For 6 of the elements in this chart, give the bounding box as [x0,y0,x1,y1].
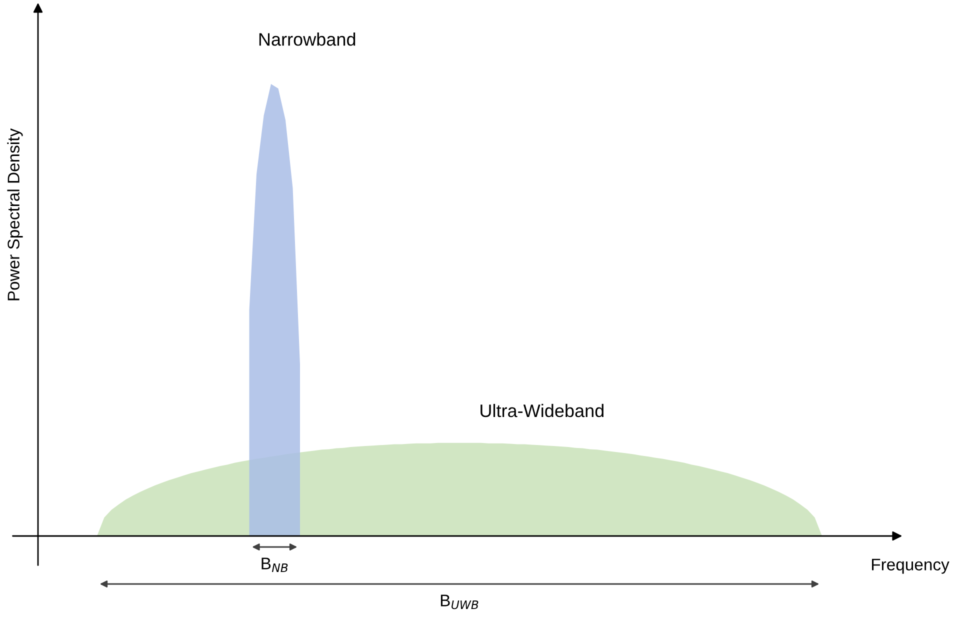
text: B$_{NB}$ [262,558,288,572]
text: B$_{UWB}$ [440,594,478,610]
y-axis-title: Power Spectral Density [7,128,23,300]
x-axis-title: Frequency [872,558,950,574]
series-label: Ultra-Wideband [480,404,604,418]
text: Narrowband [259,32,356,46]
